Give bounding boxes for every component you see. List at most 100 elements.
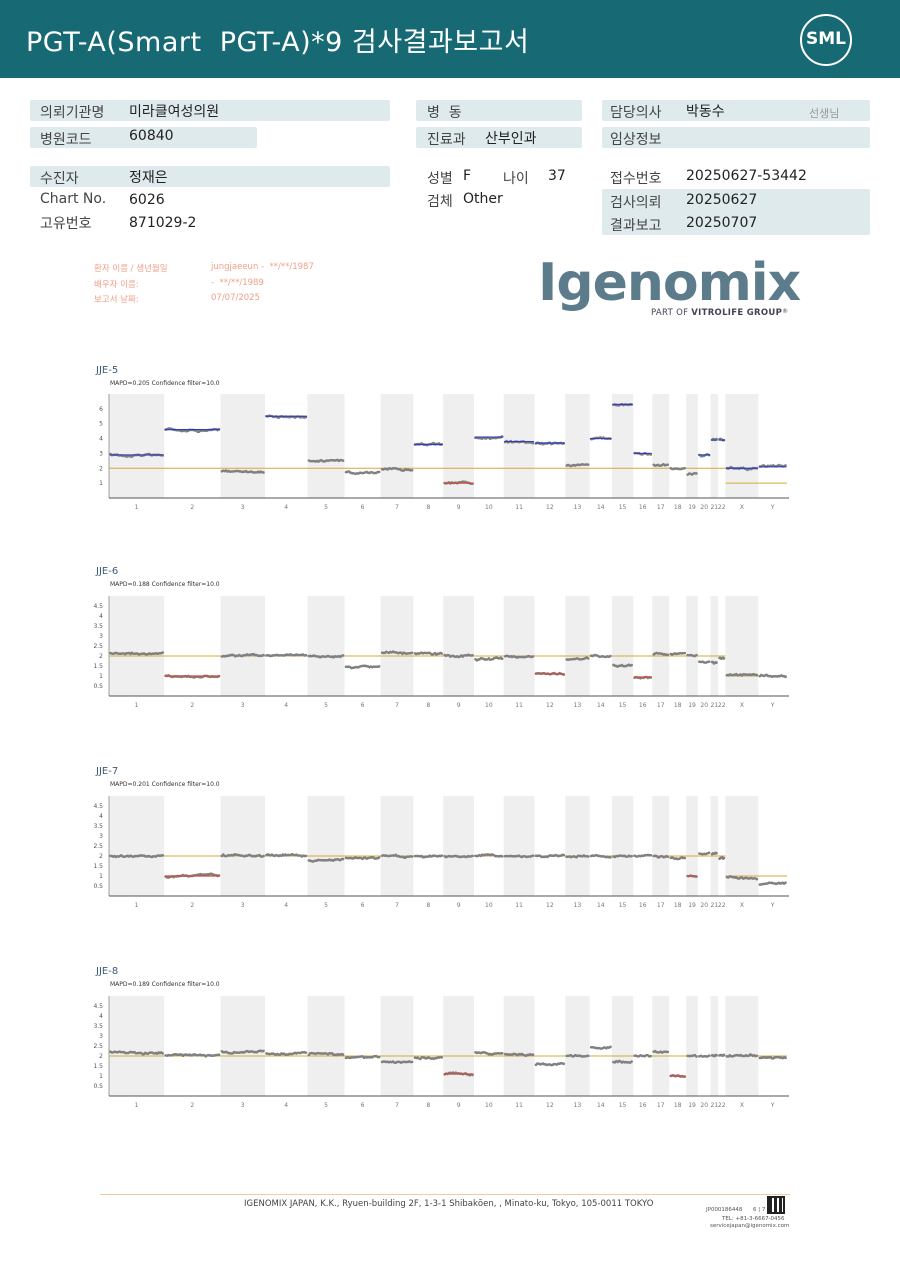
copy-number-point: [410, 468, 414, 472]
request-value: 20250627: [686, 192, 758, 208]
sml-logo-text: SML: [806, 29, 846, 49]
x-tick-label: 22: [718, 1102, 726, 1109]
x-tick-label: 7: [395, 902, 399, 909]
x-tick-label: 1: [135, 702, 139, 709]
y-tick-label: 2: [99, 853, 103, 860]
y-tick-label: 3: [99, 450, 103, 457]
x-tick-label: 12: [546, 504, 554, 511]
copy-number-point: [262, 471, 265, 474]
x-tick-label: 4: [284, 504, 288, 511]
x-tick-label: 18: [674, 702, 682, 709]
chart-4-plot: 0.511.522.533.544.51 2 3 4 5 6 7 8 9 10 11 12 13 14 15…: [93, 996, 789, 1109]
x-tick-label: 7: [395, 702, 399, 709]
chromosome-band: [710, 796, 719, 896]
institution-value: 미라클여성의원: [129, 104, 220, 120]
chromosome-band: [652, 394, 670, 498]
x-tick-label: 19: [688, 702, 696, 709]
x-tick-label: 4: [284, 902, 288, 909]
x-tick-label: 13: [574, 902, 582, 909]
copy-number-point: [586, 657, 590, 660]
copy-number-point: [531, 1053, 535, 1056]
x-tick-label: 2: [190, 702, 194, 709]
copy-number-point: [666, 463, 670, 466]
chromosome-band: [443, 796, 474, 896]
dept-label: 진료과: [427, 132, 466, 148]
x-tick-label: 5: [324, 504, 328, 511]
sex-label: 성별: [427, 171, 453, 187]
x-tick-label: 16: [639, 1102, 647, 1109]
copy-number-point: [586, 463, 590, 466]
x-tick-label: 22: [718, 902, 726, 909]
x-tick-label: 11: [515, 504, 523, 511]
doctor-value: 박동수: [686, 104, 725, 120]
ward-label: 병 동: [427, 105, 462, 121]
chromosome-band: [686, 996, 698, 1096]
y-tick-label: 2.5: [93, 843, 103, 850]
chromosome-band: [220, 796, 265, 896]
y-tick-label: 0.5: [93, 683, 103, 690]
chart-3-title: JJE-7: [96, 766, 119, 777]
sex-value: F: [463, 168, 472, 184]
copy-number-point: [500, 1052, 504, 1055]
x-tick-label: 10: [485, 702, 493, 709]
chromosome-band: [503, 596, 535, 696]
report-date-value: 20250707: [686, 215, 758, 231]
y-tick-label: 3.5: [93, 623, 103, 630]
chromosome-band: [725, 394, 759, 498]
copy-number-point: [649, 1054, 653, 1058]
copy-number-point: [707, 1054, 711, 1057]
chromosome-band: [565, 394, 590, 498]
x-tick-label: 5: [324, 1102, 328, 1109]
x-tick-label: 18: [674, 504, 682, 511]
x-tick-label: 17: [657, 1102, 665, 1109]
x-tick-label: 6: [361, 504, 365, 511]
copy-number-point: [707, 660, 711, 663]
patient-box: [30, 166, 390, 187]
chart-4-subtitle: MAPD=0.189 Confidence filter=10.0: [110, 981, 220, 988]
x-tick-label: 3: [241, 1102, 245, 1109]
dept-box: [416, 127, 582, 148]
y-tick-label: 3: [99, 1033, 103, 1040]
copy-number-point: [304, 1051, 308, 1054]
y-tick-label: 2: [99, 465, 103, 472]
copy-number-point: [262, 653, 265, 657]
copy-number-point: [410, 1060, 414, 1064]
copy-number-point: [722, 856, 726, 860]
chromosome-band: [307, 996, 345, 1096]
x-tick-label: 7: [395, 1102, 399, 1109]
chart-no-label: Chart No.: [40, 191, 107, 207]
x-tick-label: 14: [597, 902, 605, 909]
chromosome-band: [565, 596, 590, 696]
x-tick-label: Y: [770, 902, 775, 909]
copy-number-point: [262, 854, 265, 858]
chromosome-band: [109, 394, 165, 498]
x-tick-label: 22: [718, 504, 726, 511]
x-tick-label: X: [740, 1102, 744, 1109]
y-tick-label: 0.5: [93, 1083, 103, 1090]
copy-number-point: [695, 1055, 698, 1058]
chromosome-band: [503, 394, 535, 498]
copy-number-point: [715, 661, 718, 664]
clinical-box: [602, 127, 870, 148]
copy-number-point: [715, 851, 718, 855]
chart-no-value: 6026: [129, 192, 165, 208]
chromosome-band: [307, 596, 345, 696]
chart-2-plot: 0.511.522.533.544.51 2 3 4 5 6 7 8 9 10 11 12 13 14 15…: [93, 596, 789, 709]
x-tick-label: 14: [597, 504, 605, 511]
institution-label: 의뢰기관명: [40, 105, 105, 121]
specimen-label: 검체: [427, 194, 453, 210]
y-tick-label: 1: [99, 873, 103, 880]
x-tick-label: 8: [426, 1102, 430, 1109]
dates-box: [602, 189, 870, 235]
chromosome-band: [380, 796, 414, 896]
x-tick-label: 19: [688, 902, 696, 909]
copy-number-point: [161, 1052, 164, 1055]
x-tick-label: 6: [361, 702, 365, 709]
chart-3-plot: 0.511.522.533.544.51 2 3 4 5 6 7 8 9 10 11 12 13 14 15…: [93, 796, 789, 909]
y-tick-label: 4: [99, 813, 103, 820]
y-tick-label: 1.5: [93, 1063, 103, 1070]
footer-doc-id: JP000186448: [706, 1207, 743, 1213]
chart-2-title: JJE-6: [96, 566, 119, 577]
igenomix-logo: Igenomix: [538, 253, 801, 313]
